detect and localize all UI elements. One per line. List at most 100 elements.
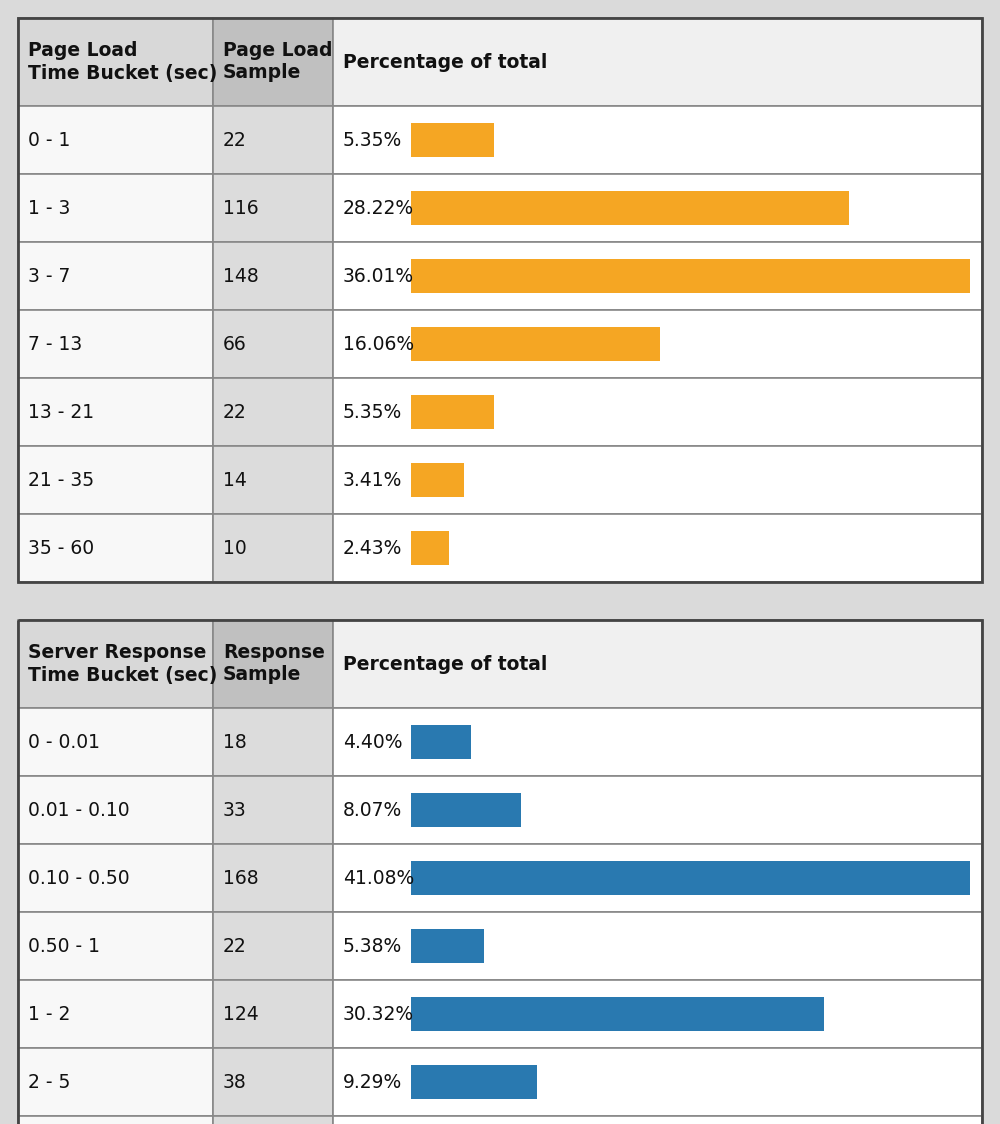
Text: 148: 148: [223, 266, 259, 285]
Bar: [18, 1116, 213, 1124]
Bar: [333, 446, 982, 514]
Bar: [213, 1048, 333, 1116]
Bar: [18, 620, 213, 708]
Text: 0 - 0.01: 0 - 0.01: [28, 733, 100, 752]
Text: Response
Sample: Response Sample: [223, 644, 325, 685]
Text: 168: 168: [223, 869, 259, 888]
Bar: [18, 844, 213, 912]
Text: 22: 22: [223, 130, 247, 149]
Bar: [213, 174, 333, 242]
Text: 0 - 1: 0 - 1: [28, 130, 70, 149]
Text: 38: 38: [223, 1072, 247, 1091]
Text: 2.43%: 2.43%: [343, 538, 402, 558]
Bar: [18, 18, 213, 106]
Text: 9.29%: 9.29%: [343, 1072, 402, 1091]
Bar: [18, 514, 213, 582]
Text: 0.01 - 0.10: 0.01 - 0.10: [28, 800, 130, 819]
Text: 5.35%: 5.35%: [343, 402, 402, 422]
Text: 18: 18: [223, 733, 247, 752]
Bar: [18, 106, 213, 174]
Bar: [333, 310, 982, 378]
Text: 33: 33: [223, 800, 247, 819]
Text: 124: 124: [223, 1005, 259, 1024]
Bar: [333, 1116, 982, 1124]
Bar: [411, 463, 464, 497]
Bar: [213, 446, 333, 514]
Bar: [213, 514, 333, 582]
Bar: [333, 776, 982, 844]
Bar: [411, 327, 660, 361]
Text: 2 - 5: 2 - 5: [28, 1072, 70, 1091]
Bar: [213, 708, 333, 776]
Bar: [213, 1116, 333, 1124]
Bar: [213, 776, 333, 844]
Text: 116: 116: [223, 199, 259, 218]
Bar: [411, 259, 970, 293]
Text: 13 - 21: 13 - 21: [28, 402, 94, 422]
Bar: [411, 191, 849, 225]
Bar: [213, 378, 333, 446]
Bar: [18, 912, 213, 980]
Text: 22: 22: [223, 402, 247, 422]
Text: 30.32%: 30.32%: [343, 1005, 414, 1024]
Bar: [18, 310, 213, 378]
Bar: [411, 395, 494, 429]
Bar: [333, 242, 982, 310]
Bar: [213, 18, 333, 106]
Bar: [333, 708, 982, 776]
Text: 1 - 2: 1 - 2: [28, 1005, 70, 1024]
Bar: [18, 174, 213, 242]
Text: Server Response
Time Bucket (sec): Server Response Time Bucket (sec): [28, 644, 217, 685]
Bar: [333, 514, 982, 582]
Bar: [213, 980, 333, 1048]
Text: 3 - 7: 3 - 7: [28, 266, 70, 285]
Text: 10: 10: [223, 538, 247, 558]
Bar: [333, 1048, 982, 1116]
Bar: [333, 620, 982, 708]
Text: 66: 66: [223, 335, 247, 354]
Text: 28.22%: 28.22%: [343, 199, 414, 218]
Text: Percentage of total: Percentage of total: [343, 654, 547, 673]
Text: 14: 14: [223, 471, 247, 489]
Bar: [18, 446, 213, 514]
Bar: [333, 378, 982, 446]
Bar: [213, 620, 333, 708]
Text: 22: 22: [223, 936, 247, 955]
Bar: [333, 18, 982, 106]
Text: 1 - 3: 1 - 3: [28, 199, 70, 218]
Text: 4.40%: 4.40%: [343, 733, 402, 752]
Bar: [333, 912, 982, 980]
Text: 3.41%: 3.41%: [343, 471, 402, 489]
Bar: [411, 794, 521, 827]
Text: 5.35%: 5.35%: [343, 130, 402, 149]
Text: 41.08%: 41.08%: [343, 869, 414, 888]
Bar: [213, 242, 333, 310]
Text: Percentage of total: Percentage of total: [343, 53, 547, 72]
Bar: [333, 844, 982, 912]
Bar: [411, 531, 449, 565]
Text: 5.38%: 5.38%: [343, 936, 402, 955]
Bar: [18, 242, 213, 310]
Text: Page Load
Sample: Page Load Sample: [223, 42, 332, 82]
Bar: [411, 861, 970, 895]
Bar: [213, 310, 333, 378]
Bar: [411, 930, 484, 963]
Bar: [18, 776, 213, 844]
Bar: [213, 106, 333, 174]
Text: 16.06%: 16.06%: [343, 335, 414, 354]
Bar: [411, 997, 824, 1031]
Bar: [411, 123, 494, 157]
Bar: [213, 912, 333, 980]
Text: 7 - 13: 7 - 13: [28, 335, 82, 354]
Bar: [18, 980, 213, 1048]
Text: 21 - 35: 21 - 35: [28, 471, 94, 489]
Bar: [18, 18, 982, 582]
Bar: [18, 708, 213, 776]
Text: 8.07%: 8.07%: [343, 800, 402, 819]
Text: 0.50 - 1: 0.50 - 1: [28, 936, 100, 955]
Bar: [333, 174, 982, 242]
Bar: [18, 1048, 213, 1116]
Bar: [18, 620, 982, 1124]
Bar: [411, 725, 471, 759]
Bar: [333, 106, 982, 174]
